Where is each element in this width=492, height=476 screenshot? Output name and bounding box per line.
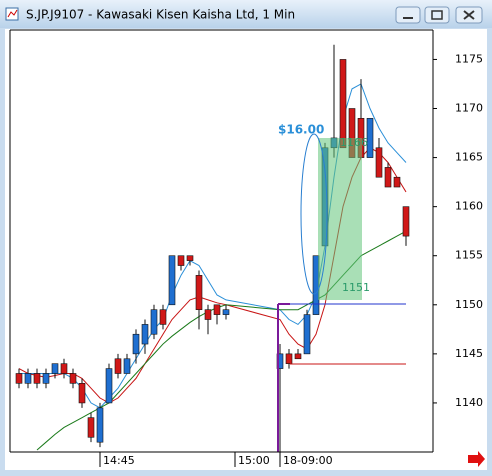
candle-body (303, 314, 311, 355)
restore-button[interactable] (424, 6, 450, 24)
candle-body (51, 363, 59, 374)
window-title: S.JP.J9107 - Kawasaki Kisen Kaisha Ltd, … (26, 8, 295, 22)
candle-body (366, 118, 374, 158)
candle-body (294, 353, 302, 360)
plot-area (10, 30, 433, 452)
y-tick-label: 1165 (455, 151, 483, 164)
x-tick-label: 15:00 (238, 454, 270, 467)
candle-body (375, 147, 383, 178)
price-label: 1166 (340, 136, 368, 149)
candle-body (78, 383, 86, 404)
highlight-box (318, 138, 362, 300)
candle-body (222, 309, 230, 315)
candle-body (168, 255, 176, 306)
candle-body (141, 324, 149, 345)
y-tick-label: 1170 (455, 102, 483, 115)
candle-body (213, 304, 221, 315)
measure-label: $16.00 (278, 123, 324, 137)
candle-body (24, 373, 32, 384)
candle-body (393, 176, 401, 188)
candle-body (15, 373, 23, 384)
candle-body (33, 373, 41, 384)
candle-body (69, 373, 77, 384)
y-tick-label: 1150 (455, 298, 483, 311)
y-tick-label: 1160 (455, 200, 483, 213)
price-label: 1151 (342, 281, 370, 294)
close-glyph (463, 10, 475, 20)
window-buttons (395, 6, 483, 24)
window-icon (5, 7, 19, 21)
candle-body (42, 373, 50, 384)
candle-body (123, 358, 131, 374)
y-tick-label: 1145 (455, 347, 483, 360)
candle-body (87, 417, 95, 438)
candle-body (159, 309, 167, 325)
candle-body (402, 206, 410, 237)
restore-glyph (431, 10, 443, 20)
x-tick-label: 18-09:00 (283, 454, 333, 467)
candle-body (96, 407, 104, 443)
candle-body (60, 363, 68, 374)
minimize-button[interactable] (395, 6, 421, 24)
plot (15, 44, 410, 452)
candle-body (132, 333, 140, 355)
candle-body (384, 167, 392, 188)
scroll-arrow[interactable] (468, 451, 485, 467)
candle-body (114, 358, 122, 374)
candle-body (105, 368, 113, 404)
measure-ellipse (300, 133, 328, 295)
x-tick-label: 14:45 (103, 454, 135, 467)
y-tick-label: 1140 (455, 396, 483, 409)
candle-body (186, 255, 194, 261)
candle-body (150, 309, 158, 335)
y-tick-label: 1175 (455, 52, 483, 65)
candle-body (195, 275, 203, 310)
window-icon-glyph (7, 9, 18, 18)
candle-body (339, 59, 347, 149)
candle-body (285, 353, 293, 364)
y-tick-label: 1155 (455, 249, 483, 262)
candle-body (204, 309, 212, 320)
candle-body (177, 255, 185, 266)
